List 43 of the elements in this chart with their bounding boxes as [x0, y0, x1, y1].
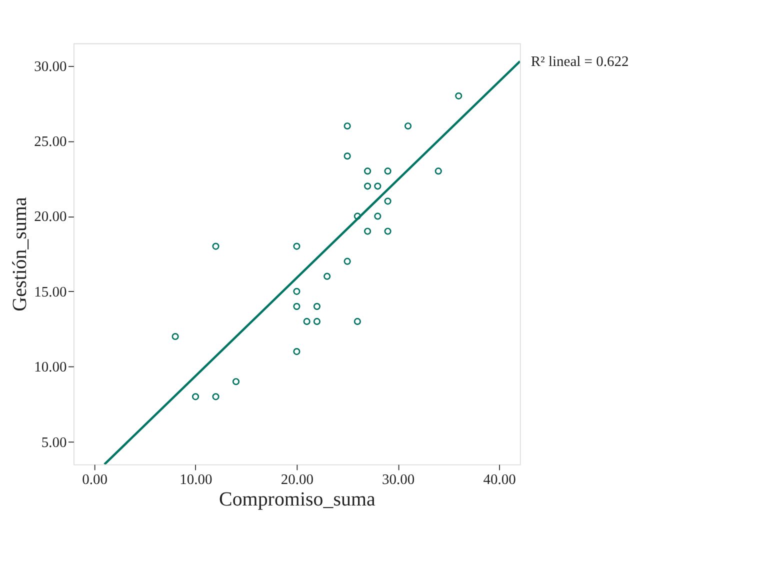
y-tick-label: 20.00: [34, 209, 67, 226]
point: [293, 348, 300, 356]
point: [434, 168, 442, 175]
y-tick-label: 10.00: [34, 360, 67, 376]
x-tick-label: 0.00: [82, 472, 108, 488]
point: [324, 272, 331, 280]
point: [354, 318, 361, 326]
point: [212, 393, 220, 400]
x-tick-label: 30.00: [382, 472, 415, 488]
point: [303, 318, 310, 326]
x-axis-title: Compromiso_suma: [219, 488, 376, 511]
point: [374, 212, 382, 220]
point: [404, 122, 412, 130]
point: [172, 332, 179, 340]
point: [344, 122, 351, 130]
point: [374, 182, 382, 190]
y-tick-label: 5.00: [41, 434, 67, 451]
text: R² lineal = 0.622: [530, 54, 629, 70]
point: [344, 258, 351, 265]
point: [384, 228, 392, 235]
point: [293, 302, 300, 310]
point: [293, 288, 300, 295]
point: [384, 198, 392, 205]
y-tick-label: 30.00: [34, 58, 67, 75]
point: [212, 242, 220, 250]
point: [293, 242, 300, 250]
x-tick-label: 10.00: [180, 472, 212, 488]
point: [364, 228, 372, 235]
x-tick-label: 40.00: [483, 472, 516, 488]
point: [364, 182, 372, 190]
point: [344, 152, 351, 160]
point: [384, 168, 392, 175]
point: [232, 378, 240, 386]
point: [455, 92, 462, 100]
y-axis-title: Gestión_suma: [8, 197, 31, 312]
point: [313, 318, 321, 326]
point: [192, 393, 200, 400]
point: [364, 168, 372, 175]
x-tick-label: 20.00: [280, 472, 314, 488]
y-tick-label: 15.00: [34, 284, 67, 300]
point: [313, 302, 321, 310]
y-tick-label: 25.00: [34, 134, 67, 150]
point: [354, 212, 361, 220]
